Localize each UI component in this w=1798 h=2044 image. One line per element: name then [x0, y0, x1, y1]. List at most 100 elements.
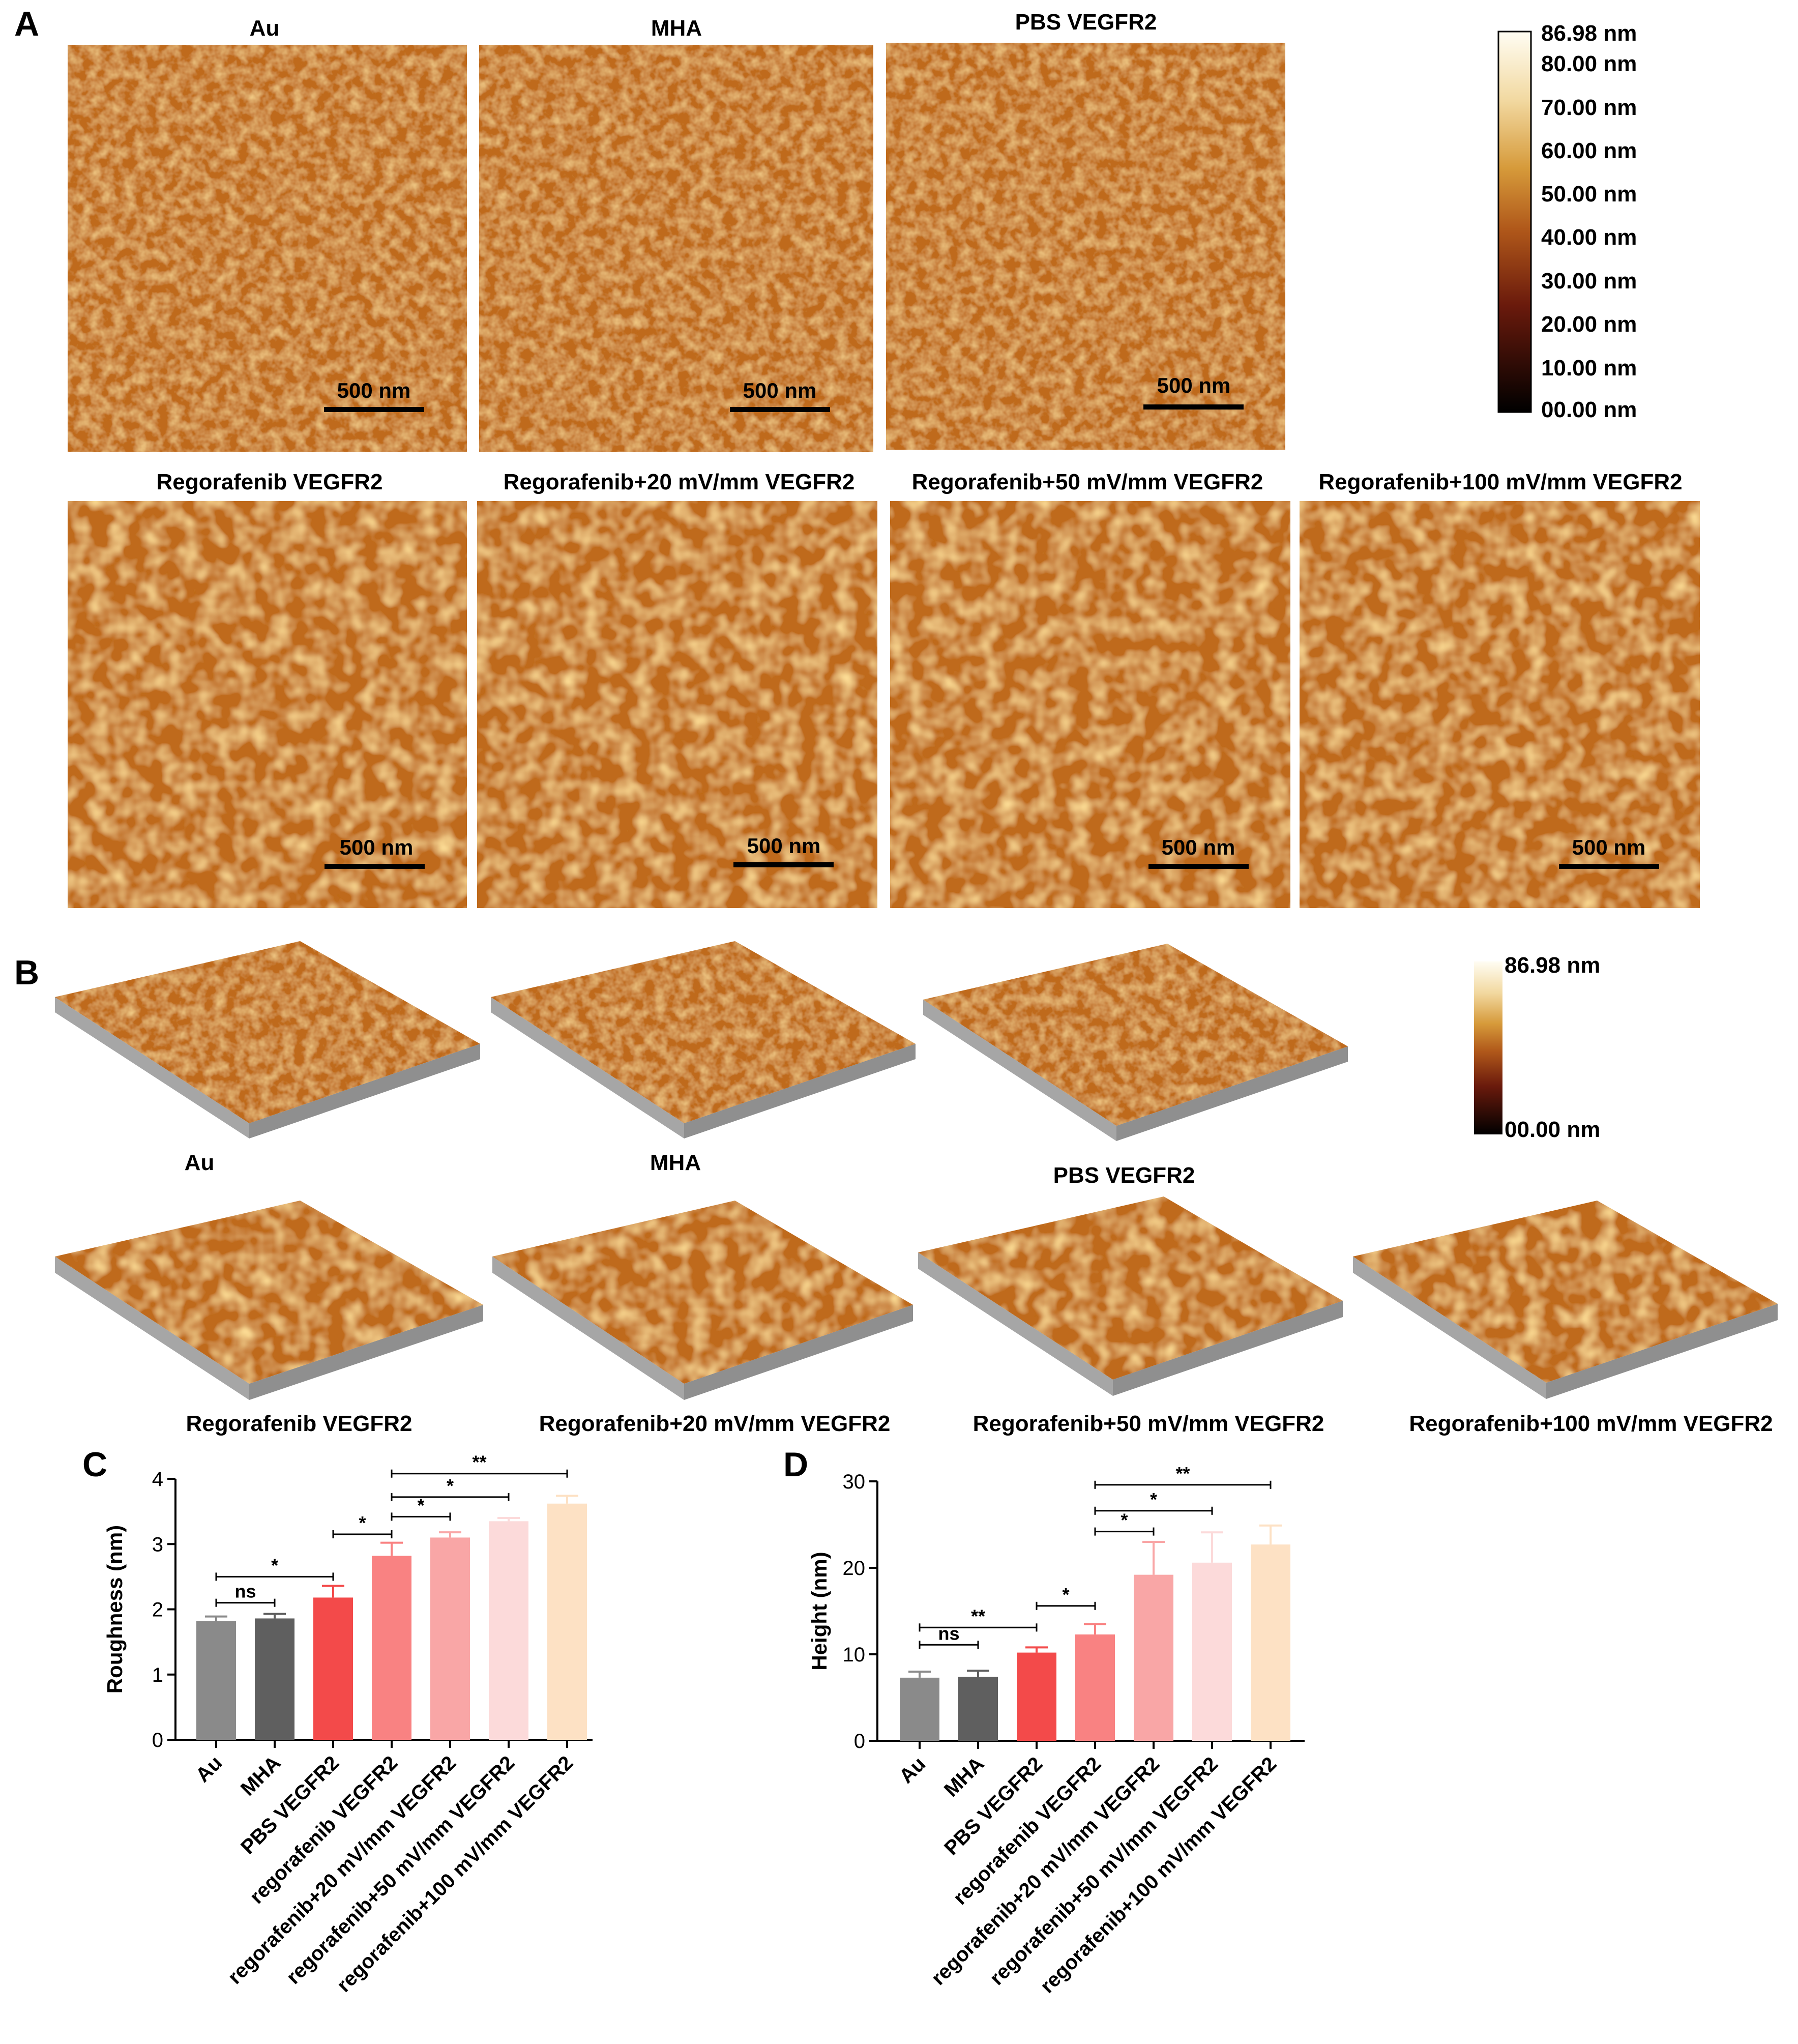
colorbar-b: 86.98 nm 00.00 nm: [1474, 953, 1600, 1142]
afm-3d-regorafenib-20-side-front: [492, 1257, 684, 1400]
afm-3d-pbs-vegfr2: [923, 944, 1348, 1141]
bar: [1192, 1562, 1232, 1741]
afm-image-pbs-vegfr2-surface: [886, 43, 1285, 450]
y-axis-label: Height (nm): [807, 1552, 831, 1670]
bar: [1134, 1574, 1173, 1741]
panel-b: B Au MHA PBS VEGFR2: [14, 941, 1778, 1436]
afm-3d-regorafenib-20-side-right: [684, 1305, 913, 1400]
afm-3d-regorafenib-100-side-front: [1353, 1257, 1546, 1399]
afm-image-pbs-vegfr2: PBS VEGFR2 500 nm: [886, 10, 1285, 450]
y-tick-label: 1: [152, 1664, 163, 1686]
afm-title-au: Au: [250, 16, 280, 41]
afm-image-regorafenib-50-surface: [890, 501, 1290, 908]
colorbar-a-tick: 40.00 nm: [1541, 225, 1637, 250]
colorbar-a-tick: 60.00 nm: [1541, 138, 1637, 163]
afm-3d-regorafenib-100: [1353, 1201, 1778, 1399]
significance-label: *: [417, 1495, 424, 1515]
afm-3d-regorafenib-50-side-front: [918, 1252, 1113, 1396]
scale-bar-label: 500 nm: [1162, 835, 1235, 859]
afm-3d-au-side-front: [55, 997, 249, 1138]
significance-label: ns: [938, 1623, 959, 1644]
scale-bar-label: 500 nm: [743, 378, 817, 402]
colorbar-b-min-label: 00.00 nm: [1505, 1117, 1600, 1142]
significance-label: **: [472, 1452, 486, 1473]
x-tick-label: MHA: [237, 1751, 285, 1800]
x-tick-label: Au: [192, 1751, 227, 1787]
y-tick-label: 20: [843, 1557, 866, 1580]
significance-label: **: [1175, 1463, 1190, 1484]
bar: [255, 1618, 294, 1740]
afm-3d-pbs-vegfr2-top: [923, 944, 1348, 1126]
afm-3d-au-top: [55, 941, 480, 1123]
significance-label: **: [971, 1605, 985, 1626]
x-tick-label: MHA: [940, 1753, 989, 1801]
bar: [900, 1677, 939, 1741]
afm-image-au-surface: [68, 45, 467, 452]
afm-3d-label-regorafenib-20: Regorafenib+20 mV/mm VEGFR2: [539, 1411, 891, 1436]
afm-image-regorafenib-100-surface: [1300, 501, 1700, 908]
significance-label: *: [1062, 1584, 1069, 1605]
afm-3d-mha-side-front: [491, 997, 684, 1138]
significance-label: ns: [234, 1581, 256, 1602]
panel-a-letter: A: [14, 5, 39, 43]
bar: [372, 1556, 411, 1740]
y-axis-label: Roughness (nm): [103, 1525, 127, 1693]
bar: [1017, 1652, 1056, 1741]
afm-3d-mha-side-right: [684, 1044, 916, 1138]
afm-title-regorafenib-100: Regorafenib+100 mV/mm VEGFR2: [1318, 470, 1682, 494]
afm-3d-regorafenib-vegfr2: [55, 1201, 483, 1400]
colorbar-b-gradient: [1474, 961, 1502, 1134]
afm-3d-regorafenib-vegfr2-side-front: [55, 1257, 249, 1400]
y-tick-label: 0: [152, 1729, 163, 1751]
scale-bar-label: 500 nm: [1157, 373, 1231, 397]
scale-bar-label: 500 nm: [337, 378, 411, 402]
afm-3d-regorafenib-vegfr2-side-right: [249, 1305, 483, 1400]
afm-3d-regorafenib-20: [492, 1201, 913, 1400]
significance-label: *: [1121, 1510, 1128, 1531]
afm-3d-regorafenib-vegfr2-top: [55, 1201, 483, 1384]
bar: [958, 1677, 998, 1741]
y-tick-label: 4: [152, 1468, 163, 1491]
afm-3d-regorafenib-20-top: [492, 1201, 913, 1384]
y-tick-label: 2: [152, 1599, 163, 1621]
afm-3d-regorafenib-100-side-right: [1546, 1304, 1778, 1399]
panel-b-letter: B: [14, 953, 39, 992]
y-tick-label: 30: [843, 1471, 866, 1493]
afm-3d-pbs-vegfr2-side-right: [1116, 1046, 1348, 1141]
colorbar-a-tick: 20.00 nm: [1541, 312, 1637, 337]
significance-label: *: [271, 1555, 278, 1575]
afm-image-regorafenib-20-surface: [477, 501, 877, 908]
afm-3d-mha-top: [491, 941, 916, 1123]
significance-label: *: [447, 1475, 454, 1496]
colorbar-a-tick: 10.00 nm: [1541, 356, 1637, 381]
afm-3d-label-pbs-vegfr2: PBS VEGFR2: [1053, 1163, 1195, 1188]
afm-image-regorafenib-20: Regorafenib+20 mV/mm VEGFR2 500 nm: [477, 470, 877, 908]
afm-3d-regorafenib-50: [918, 1196, 1343, 1396]
afm-3d-label-regorafenib-vegfr2: Regorafenib VEGFR2: [186, 1411, 412, 1436]
afm-title-regorafenib-50: Regorafenib+50 mV/mm VEGFR2: [912, 470, 1263, 494]
afm-3d-regorafenib-50-top: [918, 1196, 1343, 1380]
afm-image-regorafenib-vegfr2: Regorafenib VEGFR2 500 nm: [68, 470, 467, 908]
afm-title-regorafenib-20: Regorafenib+20 mV/mm VEGFR2: [504, 470, 855, 494]
scale-bar-label: 500 nm: [747, 834, 821, 858]
colorbar-a-tick: 80.00 nm: [1541, 51, 1637, 76]
colorbar-a-tick: 50.00 nm: [1541, 182, 1637, 207]
afm-image-regorafenib-100: Regorafenib+100 mV/mm VEGFR2 500 nm: [1300, 470, 1700, 908]
y-tick-label: 3: [152, 1533, 163, 1556]
significance-label: *: [359, 1512, 366, 1533]
bar: [1075, 1634, 1115, 1741]
afm-title-pbs-vegfr2: PBS VEGFR2: [1015, 10, 1157, 35]
afm-title-regorafenib-vegfr2: Regorafenib VEGFR2: [157, 470, 383, 494]
colorbar-b-max-label: 86.98 nm: [1505, 953, 1600, 978]
panel-c-letter: C: [82, 1445, 107, 1484]
afm-image-mha: MHA 500 nm: [479, 16, 873, 452]
afm-3d-regorafenib-100-top: [1353, 1201, 1778, 1383]
afm-image-regorafenib-50: Regorafenib+50 mV/mm VEGFR2 500 nm: [890, 470, 1290, 908]
bar: [1251, 1544, 1290, 1741]
scale-bar-label: 500 nm: [340, 835, 414, 859]
